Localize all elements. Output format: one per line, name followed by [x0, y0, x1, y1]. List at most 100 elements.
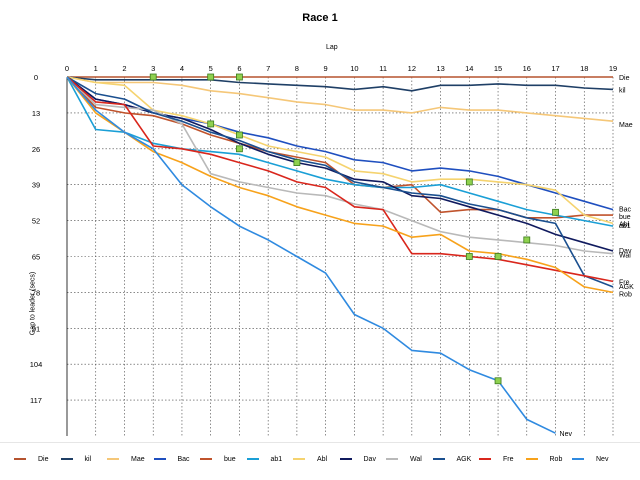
legend: Die kil Mae Bac bue ab1 Abl Dav Wal AGK Fre Rob Nev — [14, 452, 634, 466]
legend-item-mae: Mae — [107, 452, 145, 466]
legend-label: AGK — [457, 456, 472, 463]
legend-swatch — [479, 458, 491, 460]
grid-layer — [67, 77, 613, 436]
series-end-label: Bac — [619, 207, 632, 214]
legend-item-dav: Dav — [340, 452, 376, 466]
legend-label: bue — [224, 456, 236, 463]
legend-swatch — [14, 458, 26, 460]
series-line-bac — [67, 77, 613, 210]
series-end-label: Wal — [619, 253, 631, 260]
series-end-label: Mae — [619, 122, 633, 129]
series-end-label: Abl — [619, 221, 630, 228]
pit-marker — [236, 74, 242, 80]
pit-marker — [553, 209, 559, 215]
y-tick-label: 117 — [30, 396, 42, 405]
x-tick-label: 19 — [609, 64, 617, 73]
x-tick-label: 13 — [436, 64, 444, 73]
legend-swatch — [572, 458, 584, 460]
y-tick-label: 65 — [32, 253, 40, 262]
y-tick-label: 52 — [32, 217, 40, 226]
legend-label: Nev — [596, 456, 608, 463]
series-line-wal — [67, 77, 613, 254]
legend-swatch — [386, 458, 398, 460]
series-line-abl — [67, 77, 613, 223]
legend-item-fre: Fre — [479, 452, 514, 466]
legend-item-kil: kil — [61, 452, 92, 466]
legend-swatch — [340, 458, 352, 460]
x-tick-label: 6 — [237, 64, 241, 73]
x-tick-label: 11 — [379, 64, 387, 73]
x-tick-label: 17 — [551, 64, 559, 73]
legend-swatch — [526, 458, 538, 460]
legend-label: Bac — [178, 456, 190, 463]
pit-marker — [495, 378, 501, 384]
pit-marker — [524, 237, 530, 243]
legend-swatch — [154, 458, 166, 460]
y-tick-label: 13 — [32, 109, 40, 118]
x-tick-label: 12 — [408, 64, 416, 73]
legend-item-ab1: ab1 — [247, 452, 283, 466]
series-line-nev — [67, 77, 556, 433]
legend-item-abl: Abl — [293, 452, 327, 466]
legend-label: Die — [38, 456, 49, 463]
legend-item-bac: Bac — [154, 452, 190, 466]
legend-swatch — [293, 458, 305, 460]
legend-label: Fre — [503, 456, 514, 463]
pit-marker — [495, 254, 501, 260]
series-end-label: Fre — [619, 279, 630, 286]
x-tick-label: 8 — [295, 64, 299, 73]
legend-swatch — [247, 458, 259, 460]
pit-marker — [150, 74, 156, 80]
tick-label-layer: 0 1 2 3 4 5 6 7 8 9 10 11 12 13 14 15 16 17 18 190132639526… — [30, 64, 617, 405]
y-tick-label: 26 — [32, 145, 40, 154]
y-tick-label: 0 — [34, 73, 38, 82]
legend-divider — [0, 442, 640, 443]
y-tick-label: 78 — [32, 288, 40, 297]
legend-label: ab1 — [271, 456, 283, 463]
y-tick-label: 39 — [32, 181, 40, 190]
x-tick-label: 14 — [465, 64, 473, 73]
legend-label: kil — [85, 456, 92, 463]
legend-label: Mae — [131, 456, 145, 463]
x-tick-label: 15 — [494, 64, 502, 73]
x-tick-label: 10 — [350, 64, 358, 73]
series-layer — [67, 77, 613, 433]
pit-marker — [466, 179, 472, 185]
x-tick-label: 18 — [580, 64, 588, 73]
legend-label: Rob — [550, 456, 563, 463]
pit-marker — [466, 254, 472, 260]
legend-label: Dav — [364, 456, 376, 463]
legend-item-wal: Wal — [386, 452, 422, 466]
x-tick-label: 5 — [209, 64, 213, 73]
pit-marker — [236, 146, 242, 152]
legend-swatch — [107, 458, 119, 460]
series-end-label: bue — [619, 214, 631, 221]
legend-item-die: Die — [14, 452, 49, 466]
y-tick-label: 104 — [30, 360, 43, 369]
series-end-label: Nev — [560, 431, 573, 438]
series-line-kil — [67, 77, 613, 91]
y-tick-label: 91 — [32, 324, 40, 333]
x-tick-label: 9 — [324, 64, 328, 73]
pit-marker — [236, 132, 242, 138]
legend-label: Abl — [317, 456, 327, 463]
series-end-label: kil — [619, 87, 626, 94]
legend-swatch — [200, 458, 212, 460]
series-line-ab1 — [67, 77, 613, 226]
legend-item-bue: bue — [200, 452, 236, 466]
series-end-label: Die — [619, 75, 630, 82]
x-tick-label: 0 — [65, 64, 69, 73]
pit-marker — [208, 74, 214, 80]
legend-item-rob: Rob — [526, 452, 563, 466]
series-end-label: Rob — [619, 291, 632, 298]
x-tick-label: 3 — [151, 64, 155, 73]
x-tick-label: 4 — [180, 64, 184, 73]
legend-swatch — [433, 458, 445, 460]
pit-marker — [208, 121, 214, 127]
legend-swatch — [61, 458, 73, 460]
x-tick-label: 2 — [122, 64, 126, 73]
legend-item-nev: Nev — [572, 452, 608, 466]
legend-label: Wal — [410, 456, 422, 463]
x-tick-label: 7 — [266, 64, 270, 73]
